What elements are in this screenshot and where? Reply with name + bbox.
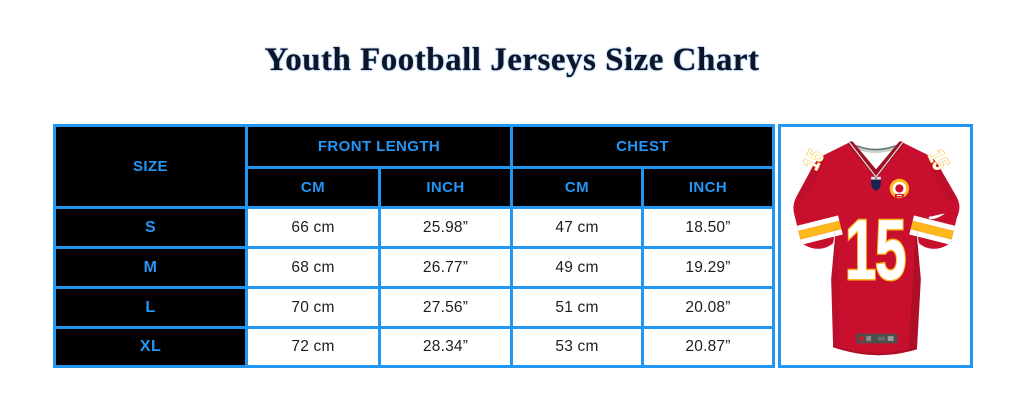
front-cm-value: 70 cm — [248, 289, 378, 326]
chest-inch-value: 20.08” — [644, 289, 772, 326]
front-inch-value: 28.34” — [381, 329, 510, 365]
front-cm-value: 66 cm — [248, 209, 378, 246]
chest-inch-value: 18.50” — [644, 209, 772, 246]
size-label-m: M — [56, 249, 245, 286]
front-cm-value: 68 cm — [248, 249, 378, 286]
chest-inch-value: 19.29” — [644, 249, 772, 286]
size-label-xl: XL — [56, 329, 245, 365]
nfl-shield-icon — [870, 176, 881, 191]
jersey-image-panel: 15 15 — [778, 124, 973, 368]
front-inch-value: 26.77” — [381, 249, 510, 286]
jersey-image: 15 15 — [792, 141, 959, 356]
front-cm-value: 72 cm — [248, 329, 378, 365]
chest-inch-value: 20.87” — [644, 329, 772, 365]
page-title: Youth Football Jerseys Size Chart — [264, 42, 760, 78]
size-label-l: L — [56, 289, 245, 326]
chest-number: 15 — [844, 202, 905, 298]
front-inch-value: 25.98” — [381, 209, 510, 246]
team-logo-patch — [889, 178, 909, 199]
chest-cm-value: 49 cm — [513, 249, 641, 286]
size-chart-area: SIZE FRONT LENGTH CHEST CM INCH CM INCH … — [53, 124, 973, 368]
size-label-s: S — [56, 209, 245, 246]
chest-cm-value: 51 cm — [513, 289, 641, 326]
header-chest: CHEST — [513, 127, 772, 166]
chest-cm-value: 47 cm — [513, 209, 641, 246]
size-chart-table: SIZE FRONT LENGTH CHEST CM INCH CM INCH … — [53, 124, 775, 368]
header-front-cm: CM — [248, 169, 378, 206]
header-size: SIZE — [56, 127, 245, 206]
header-chest-cm: CM — [513, 169, 641, 206]
jersey-jocktag — [856, 333, 897, 344]
nike-swoosh-icon — [928, 213, 945, 220]
chest-cm-value: 53 cm — [513, 329, 641, 365]
header-front-length: FRONT LENGTH — [248, 127, 510, 166]
header-chest-inch: INCH — [644, 169, 772, 206]
front-inch-value: 27.56” — [381, 289, 510, 326]
header-front-inch: INCH — [381, 169, 510, 206]
